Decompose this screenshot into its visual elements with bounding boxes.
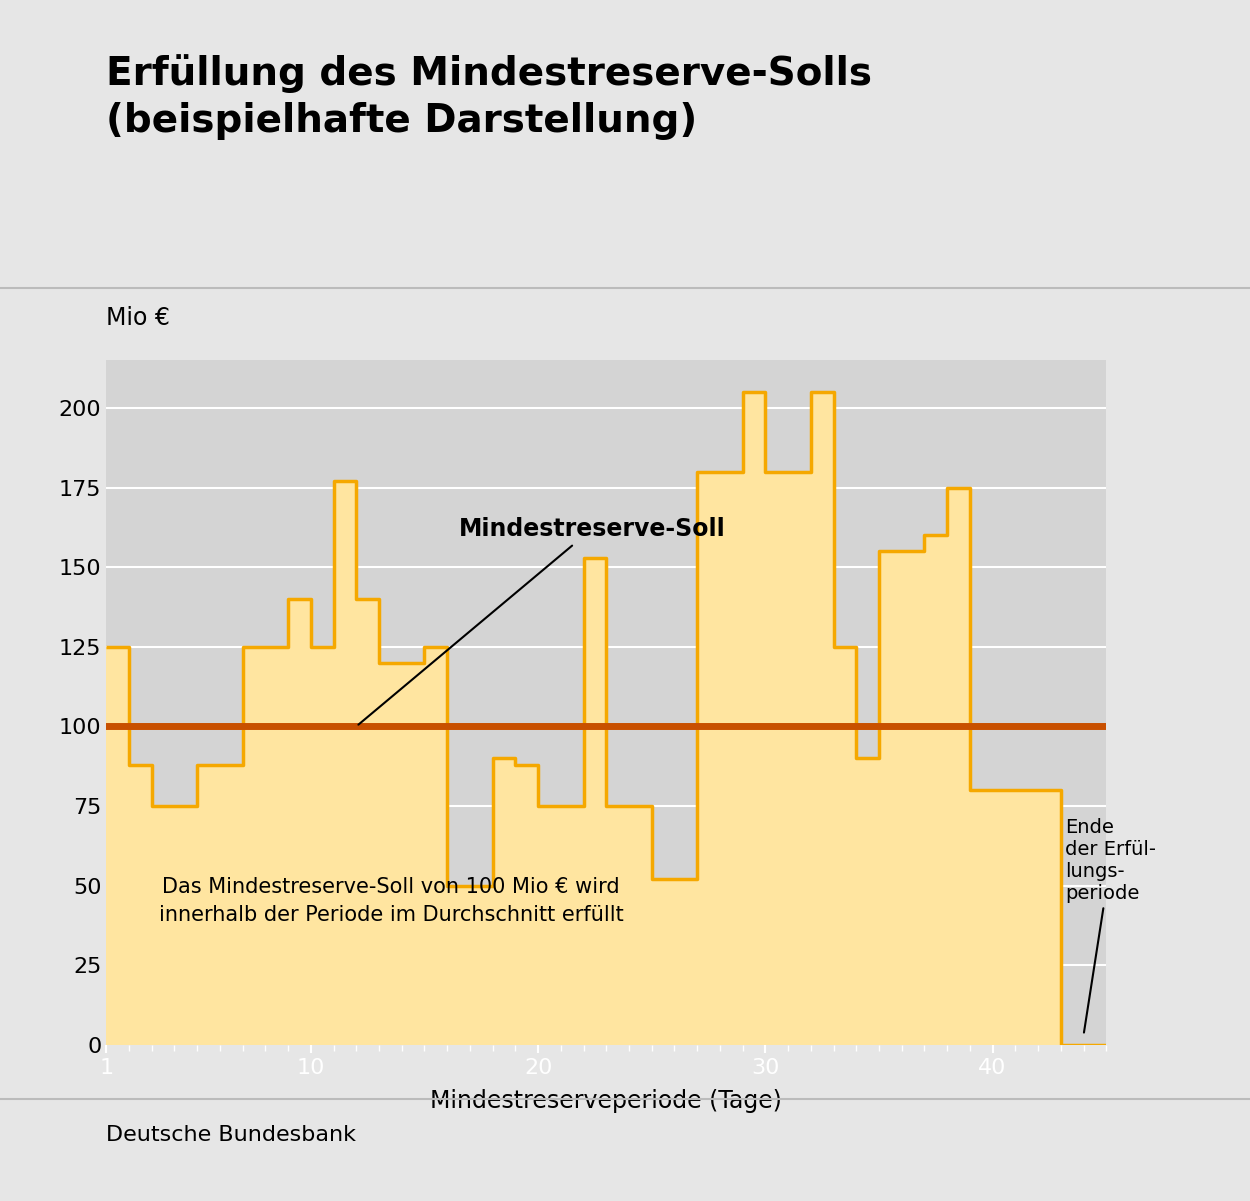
Text: Erfüllung des Mindestreserve-Solls
(beispielhafte Darstellung): Erfüllung des Mindestreserve-Solls (beis… [106, 54, 872, 141]
Text: Ende
der Erfül-
lungs-
periode: Ende der Erfül- lungs- periode [1065, 818, 1156, 1033]
Text: Das Mindestreserve-Soll von 100 Mio € wird
innerhalb der Periode im Durchschnitt: Das Mindestreserve-Soll von 100 Mio € wi… [159, 877, 624, 925]
Text: Mindestreserve-Soll: Mindestreserve-Soll [359, 518, 725, 724]
Text: Deutsche Bundesbank: Deutsche Bundesbank [106, 1125, 356, 1145]
X-axis label: Mindestreserveperiode (Tage): Mindestreserveperiode (Tage) [430, 1089, 782, 1113]
Text: Mio €: Mio € [106, 306, 170, 330]
